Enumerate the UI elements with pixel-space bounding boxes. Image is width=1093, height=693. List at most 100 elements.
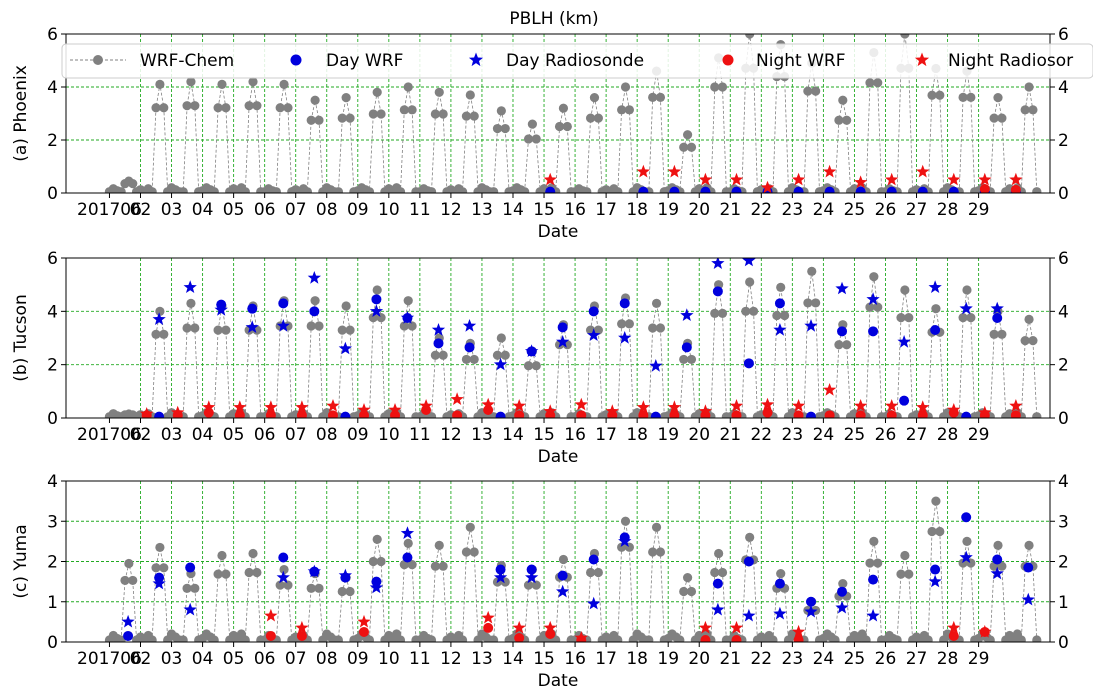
wrf-chem-point — [772, 310, 782, 321]
day-wrf-point — [371, 294, 382, 305]
x-tick-label: 13 — [471, 200, 493, 220]
wrf-chem-point — [651, 298, 662, 308]
night-wrf-point — [638, 410, 649, 418]
y-tick-label-left: 6 — [47, 25, 58, 45]
wrf-chem-point — [372, 285, 382, 295]
wrf-chem-point — [465, 90, 475, 100]
wrf-chem-point — [585, 113, 596, 123]
day-wrf-point — [917, 186, 928, 193]
wrf-chem-point — [768, 635, 778, 642]
x-tick-label: 25 — [844, 649, 866, 669]
night-radiosonde-star — [947, 620, 961, 634]
x-tick-label: 09 — [347, 425, 369, 445]
wrf-chem-point — [500, 350, 510, 360]
night-radiosonde-star — [202, 400, 216, 413]
day-wrf-point — [278, 552, 289, 563]
wrf-chem-point — [710, 308, 720, 318]
day-wrf-point — [681, 342, 692, 353]
wrf-chem-point — [873, 302, 883, 312]
night-radiosonde-star — [760, 180, 775, 193]
night-radiosonde-star — [760, 397, 775, 411]
wrf-chem-point — [531, 580, 541, 590]
wrf-chem-point — [558, 103, 569, 113]
wrf-chem-point — [617, 105, 627, 115]
x-tick-label: 02 — [130, 200, 152, 220]
y-tick-label-right: 2 — [1058, 131, 1069, 151]
wrf-chem-point — [469, 547, 479, 557]
grid-lines — [66, 258, 1050, 418]
wrf-chem-point — [523, 134, 534, 144]
wrf-chem-point — [648, 323, 658, 333]
wrf-chem-point — [1024, 314, 1034, 324]
wrf-chem-point — [190, 101, 200, 111]
night-radiosonde-star — [481, 397, 495, 411]
day-wrf-point — [495, 564, 506, 575]
night-radiosonde-star — [978, 172, 992, 186]
day-radiosonde-star — [369, 304, 384, 317]
x-tick-label: 17 — [595, 425, 617, 445]
night-radiosonde-star — [419, 399, 433, 412]
plot-frame — [65, 33, 1051, 194]
wrf-chem-point — [714, 548, 724, 559]
x-tick-label: 05 — [223, 200, 245, 220]
y-tick-label-left: 2 — [47, 553, 58, 573]
wrf-chem-point — [186, 77, 196, 87]
wrf-chem-point — [1032, 412, 1042, 418]
x-tick-label: 23 — [782, 649, 804, 669]
night-wrf-point — [576, 410, 587, 418]
wrf-chem-point — [1020, 105, 1030, 115]
wrf-chem-point — [403, 538, 413, 548]
x-tick-label: 201706 — [77, 649, 142, 669]
x-tick-label: 12 — [440, 200, 462, 220]
x-tick-label: 04 — [192, 425, 214, 445]
day-radiosonde-star — [276, 319, 290, 332]
day-radiosonde-star — [183, 280, 197, 293]
wrf-chem-point — [178, 187, 188, 193]
wrf-chem-point — [655, 92, 666, 102]
wrf-chem-point — [900, 285, 910, 295]
night-radiosonde-star — [978, 405, 992, 418]
night-radiosonde-star — [574, 397, 588, 411]
x-tick-label: 18 — [626, 200, 648, 220]
day-radiosonde-star — [773, 323, 787, 336]
night-radiosonde-star — [698, 620, 713, 634]
night-radiosonde-star — [543, 172, 557, 186]
wrf-chem-point — [461, 547, 472, 557]
wrf-chem-point — [182, 583, 192, 593]
night-radiosonde-star — [823, 383, 837, 396]
y-tick-label-right: 0 — [1058, 409, 1069, 429]
wrf-chem-point — [333, 187, 343, 193]
day-radiosonde-star — [928, 574, 942, 588]
night-radiosonde-star — [791, 399, 806, 412]
wrf-chem-point — [682, 130, 693, 140]
wrf-chem-point — [593, 325, 603, 335]
wrf-chem-point — [438, 350, 448, 360]
wrf-chem-point — [803, 298, 813, 308]
wrf-chem-point — [985, 635, 995, 642]
wrf-chem-point — [376, 556, 386, 567]
day-radiosonde-star — [556, 584, 570, 598]
wrf-chem-point — [927, 526, 937, 537]
legend-circle-swatch — [93, 55, 103, 65]
wrf-chem-point — [306, 321, 316, 331]
x-axis-label: Date — [538, 222, 579, 242]
wrf-chem-point — [252, 567, 262, 578]
y-tick-label-right: 0 — [1058, 184, 1069, 204]
night-radiosonde-star — [1009, 172, 1023, 186]
night-wrf-point — [265, 410, 276, 418]
day-radiosonde-star — [618, 534, 632, 547]
wrf-chem-point — [624, 319, 634, 329]
wrf-chem-point — [989, 329, 999, 339]
day-wrf-point — [837, 326, 848, 337]
day-wrf-point — [557, 322, 568, 333]
x-tick-label: 10 — [378, 425, 400, 445]
x-tick-label: 06 — [254, 200, 276, 220]
wrf-chem-point — [997, 113, 1007, 123]
wrf-chem-point — [182, 101, 192, 111]
wrf-chem-point — [861, 635, 871, 642]
wrf-chem-point — [496, 106, 506, 116]
day-wrf-point — [774, 578, 785, 589]
night-radiosonde-star — [885, 399, 899, 412]
wrf-chem-point — [1020, 335, 1030, 346]
